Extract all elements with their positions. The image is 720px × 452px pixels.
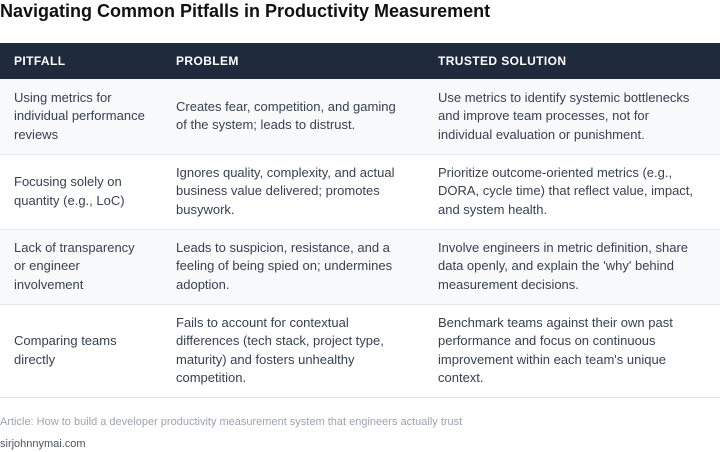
table-row: Using metrics for individual performance… <box>0 79 720 155</box>
pitfall-cell: Lack of transparency or engineer involve… <box>0 229 162 305</box>
problem-cell: Fails to account for contextual differen… <box>162 304 424 398</box>
site-domain: sirjohnnymai.com <box>0 438 86 450</box>
pitfalls-table: PITFALL PROBLEM TRUSTED SOLUTION Using m… <box>0 43 720 398</box>
pitfall-cell: Focusing solely on quantity (e.g., LoC) <box>0 154 162 230</box>
header-problem: PROBLEM <box>176 54 239 68</box>
problem-cell: Leads to suspicion, resistance, and a fe… <box>162 229 424 305</box>
table-header-row: PITFALL PROBLEM TRUSTED SOLUTION <box>0 43 720 79</box>
article-source: Article: How to build a developer produc… <box>0 416 463 428</box>
pitfall-cell: Comparing teams directly <box>0 304 162 398</box>
table-row: Comparing teams directly Fails to accoun… <box>0 304 720 398</box>
header-pitfall: PITFALL <box>14 54 66 68</box>
solution-cell: Use metrics to identify systemic bottlen… <box>424 79 720 155</box>
solution-cell: Benchmark teams against their own past p… <box>424 304 720 398</box>
solution-cell: Involve engineers in metric definition, … <box>424 229 720 305</box>
problem-cell: Ignores quality, complexity, and actual … <box>162 154 424 230</box>
solution-cell: Prioritize outcome-oriented metrics (e.g… <box>424 154 720 230</box>
problem-cell: Creates fear, competition, and gaming of… <box>162 79 424 155</box>
table-row: Focusing solely on quantity (e.g., LoC) … <box>0 154 720 230</box>
header-trusted-solution: TRUSTED SOLUTION <box>438 54 567 68</box>
pitfall-cell: Using metrics for individual performance… <box>0 79 162 155</box>
page-title: Navigating Common Pitfalls in Productivi… <box>0 1 491 21</box>
table-row: Lack of transparency or engineer involve… <box>0 229 720 305</box>
